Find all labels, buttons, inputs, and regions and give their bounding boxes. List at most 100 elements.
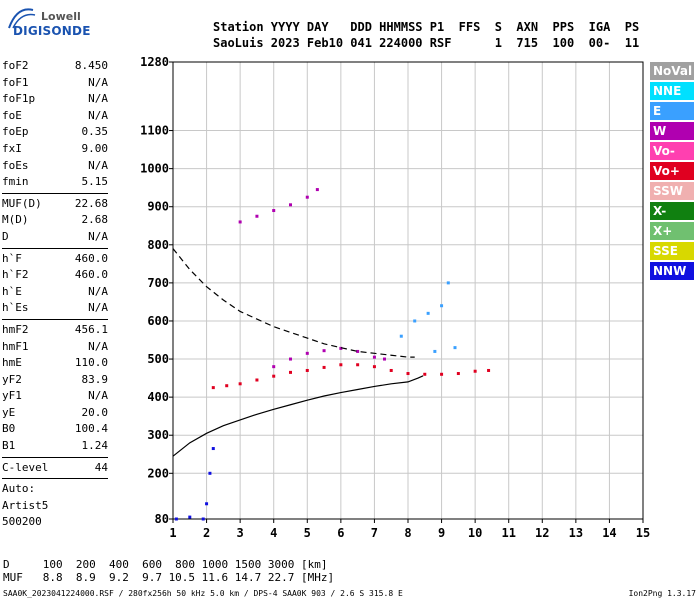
param-name: yF2 bbox=[2, 372, 22, 386]
param-name: fmin bbox=[2, 175, 29, 189]
software-version: Ion2Png 1.3.17 bbox=[628, 589, 696, 598]
antenna-icon bbox=[8, 8, 36, 29]
param-value: 110.0 bbox=[74, 356, 108, 370]
echo-point bbox=[255, 214, 259, 218]
param-name: fxI bbox=[2, 141, 22, 155]
echo-point bbox=[440, 304, 444, 308]
param-row: yF2 83.9 bbox=[2, 372, 108, 389]
param-row: h`E N/A bbox=[2, 284, 108, 301]
param-value: 9.00 bbox=[81, 141, 109, 155]
echo-point bbox=[289, 370, 292, 374]
polarization-legend: NoVal NNE E W Vo- Vo+ SSW X- X+ SSE NNW bbox=[650, 62, 694, 282]
param-name: hmF1 bbox=[2, 339, 29, 353]
y-tick-label: 700 bbox=[147, 276, 169, 290]
param-row: Artist5 bbox=[2, 498, 108, 515]
param-value: N/A bbox=[88, 229, 108, 243]
param-row: hmE 110.0 bbox=[2, 355, 108, 372]
y-tick-label: 200 bbox=[147, 466, 169, 480]
param-row: fxI 9.00 bbox=[2, 141, 108, 158]
y-tick-label: 900 bbox=[147, 200, 169, 214]
param-value: 83.9 bbox=[81, 372, 109, 386]
x-tick-label: 13 bbox=[569, 526, 583, 540]
echo-point bbox=[174, 517, 178, 521]
param-divider bbox=[2, 456, 108, 458]
y-tick-label: 1000 bbox=[140, 162, 169, 176]
echo-point bbox=[272, 209, 276, 213]
model-trace-line bbox=[172, 248, 415, 358]
echo-point bbox=[322, 365, 326, 369]
x-tick-label: 10 bbox=[468, 526, 482, 540]
legend-item: NNW bbox=[650, 262, 694, 280]
param-name: foEs bbox=[2, 158, 29, 172]
param-name: h`F2 bbox=[2, 268, 29, 282]
digisonde-logo: Lowell DIGISONDE bbox=[3, 4, 113, 44]
param-row: yE 20.0 bbox=[2, 405, 108, 422]
echo-point bbox=[305, 351, 309, 355]
param-name: h`E bbox=[2, 284, 22, 298]
param-row: foF2 8.450 bbox=[2, 58, 108, 75]
param-name: 500200 bbox=[2, 515, 42, 529]
param-name: D bbox=[2, 229, 9, 243]
echo-point bbox=[208, 471, 212, 475]
y-tick-label: 300 bbox=[147, 428, 169, 442]
echo-point bbox=[356, 349, 360, 353]
echo-point bbox=[433, 349, 437, 353]
logo-line-lowell: Lowell bbox=[41, 10, 81, 23]
param-row: M(D) 2.68 bbox=[2, 212, 108, 229]
echo-point bbox=[225, 384, 229, 388]
param-row: foF1 N/A bbox=[2, 75, 108, 92]
param-value: 1.24 bbox=[81, 439, 109, 453]
y-tick-label: 400 bbox=[147, 390, 169, 404]
param-row: 500200 bbox=[2, 514, 108, 531]
y-tick-label: 1100 bbox=[140, 124, 169, 138]
param-value: 2.68 bbox=[81, 213, 109, 227]
echo-point bbox=[289, 357, 292, 361]
param-name: foE bbox=[2, 108, 22, 122]
x-tick-label: 12 bbox=[535, 526, 549, 540]
echo-point bbox=[255, 378, 259, 382]
header-line-1: Station YYYY DAY DDD HHMMSS P1 FFS S AXN… bbox=[213, 20, 640, 34]
parameter-panel: foF2 8.450 foF1 N/A foF1p N/A foE N/A foEp 0.35 fx… bbox=[2, 58, 108, 531]
source-info: SAA0K_2023041224000.RSF / 280fx256h 50 k… bbox=[3, 589, 403, 598]
param-name: h`F bbox=[2, 251, 22, 265]
x-tick-label: 9 bbox=[438, 526, 445, 540]
param-value: N/A bbox=[88, 108, 108, 122]
param-name: foF1p bbox=[2, 92, 36, 106]
param-value: 460.0 bbox=[74, 268, 108, 282]
param-name: hmF2 bbox=[2, 322, 29, 336]
echo-point bbox=[372, 355, 376, 359]
param-value: 20.0 bbox=[81, 405, 109, 419]
param-value: N/A bbox=[88, 339, 108, 353]
echo-point bbox=[339, 363, 343, 367]
param-name: h`Es bbox=[2, 301, 29, 315]
y-tick-label: 800 bbox=[147, 238, 169, 252]
param-row: fmin 5.15 bbox=[2, 174, 108, 191]
param-divider bbox=[2, 192, 108, 194]
echo-point bbox=[406, 372, 410, 376]
param-name: B0 bbox=[2, 422, 16, 436]
echo-point bbox=[272, 365, 276, 369]
param-row: hmF1 N/A bbox=[2, 339, 108, 356]
param-name: M(D) bbox=[2, 213, 29, 227]
echo-point bbox=[238, 382, 242, 386]
echo-point bbox=[188, 515, 192, 519]
param-value: 456.1 bbox=[74, 322, 108, 336]
station-header: Station YYYY DAY DDD HHMMSS P1 FFS S AXN… bbox=[213, 19, 639, 51]
param-value: N/A bbox=[88, 301, 108, 315]
param-value: N/A bbox=[88, 284, 108, 298]
echo-point bbox=[440, 372, 444, 376]
param-row: MUF(D) 22.68 bbox=[2, 196, 108, 213]
param-divider bbox=[2, 318, 108, 320]
y-tick-label: 500 bbox=[147, 352, 169, 366]
param-row: B0 100.4 bbox=[2, 421, 108, 438]
legend-item: Vo- bbox=[650, 142, 694, 160]
x-tick-label: 6 bbox=[337, 526, 344, 540]
param-value: 5.15 bbox=[81, 175, 109, 189]
param-name: yE bbox=[2, 405, 16, 419]
param-row: foEs N/A bbox=[2, 158, 108, 175]
legend-item: E bbox=[650, 102, 694, 120]
x-tick-label: 7 bbox=[371, 526, 378, 540]
echo-point bbox=[322, 349, 326, 353]
param-row: B1 1.24 bbox=[2, 438, 108, 455]
x-tick-label: 4 bbox=[270, 526, 277, 540]
